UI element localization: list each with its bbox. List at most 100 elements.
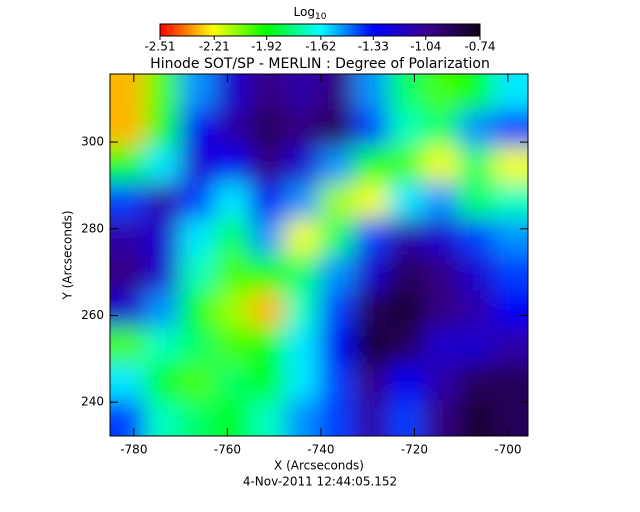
heatmap-cell — [493, 74, 528, 111]
heatmap-cell — [110, 74, 146, 111]
heatmap-cell — [388, 399, 424, 436]
heatmap-cell — [110, 146, 146, 184]
heatmap-cell — [353, 327, 390, 365]
heatmap-cell — [353, 146, 390, 184]
heatmap-cell — [179, 110, 215, 147]
heatmap-cell — [179, 255, 215, 292]
x-axis-label: X (Arcseconds) — [274, 459, 364, 473]
colorbar-tick-label: -1.92 — [251, 40, 282, 54]
x-tick-label: -700 — [494, 443, 521, 457]
heatmap-cell — [319, 399, 355, 436]
heatmap-cell — [423, 146, 459, 184]
heatmap-cell — [353, 218, 390, 256]
heatmap-cell — [388, 146, 424, 184]
heatmap-cell — [179, 146, 215, 184]
heatmap-cell — [214, 363, 250, 401]
heatmap-cell — [423, 327, 459, 365]
heatmap-cell — [249, 218, 285, 256]
colorbar-label: Log10 — [294, 5, 327, 22]
x-tick-label: -760 — [214, 443, 241, 457]
heatmap-cell — [319, 182, 355, 220]
heatmap-cell — [144, 218, 181, 256]
y-tick-label: 300 — [81, 135, 104, 149]
heatmap-cell — [144, 182, 181, 220]
heatmap-cell — [319, 255, 355, 292]
heatmap-cell — [179, 399, 215, 436]
heatmap-cell — [319, 218, 355, 256]
x-tick-label: -720 — [401, 443, 428, 457]
heatmap-cell — [353, 255, 390, 292]
heatmap-cell — [179, 363, 215, 401]
heatmap-cell — [388, 255, 424, 292]
heatmap-cell — [214, 146, 250, 184]
heatmap-cell — [458, 74, 494, 111]
heatmap-cell — [353, 363, 390, 401]
heatmap-cell — [284, 327, 320, 365]
heatmap-cell — [144, 74, 181, 111]
heatmap-cell — [493, 146, 528, 184]
heatmap-cell — [249, 399, 285, 436]
heatmap-cell — [214, 74, 250, 111]
y-axis-label: Y (Arcseconds) — [61, 210, 75, 300]
heatmap-cell — [493, 218, 528, 256]
plot-frame — [109, 73, 529, 437]
heatmap-cell — [353, 182, 390, 220]
heatmap-cell — [319, 146, 355, 184]
heatmap-cell — [423, 399, 459, 436]
heatmap-cell — [179, 327, 215, 365]
heatmap-cell — [284, 182, 320, 220]
heatmap-cell — [388, 74, 424, 111]
heatmap-cell — [319, 291, 355, 328]
heatmap-cell — [493, 110, 528, 147]
heatmap-cell — [388, 110, 424, 147]
heatmap-cell — [458, 182, 494, 220]
heatmap-cell — [458, 291, 494, 328]
heatmap-cell — [353, 291, 390, 328]
heatmap-cell — [458, 146, 494, 184]
heatmap-cell — [110, 255, 146, 292]
heatmap-cell — [458, 363, 494, 401]
heatmap-cell — [319, 74, 355, 111]
heatmap-cell — [144, 110, 181, 147]
heatmap-cell — [179, 291, 215, 328]
colorbar-label-text: Log — [294, 5, 315, 19]
heatmap-cell — [110, 363, 146, 401]
footer: 4-Nov-2011 12:44:05.152 — [243, 475, 397, 489]
colorbar-label-sub: 10 — [315, 12, 327, 22]
heatmap-cell — [214, 291, 250, 328]
heatmap-cell — [458, 327, 494, 365]
y-tick-label: 280 — [81, 221, 104, 235]
colorbar-tick-label: -0.74 — [464, 40, 495, 54]
heatmap-cell — [110, 218, 146, 256]
heatmap-cell — [110, 291, 146, 328]
heatmap-cell — [214, 255, 250, 292]
heatmap-cell — [493, 291, 528, 328]
colorbar-tick-label: -1.33 — [358, 40, 389, 54]
heatmap-cell — [110, 327, 146, 365]
heatmap-cell — [284, 218, 320, 256]
heatmap-cell — [249, 291, 285, 328]
heatmap-cell — [110, 399, 146, 436]
heatmap-cell — [458, 110, 494, 147]
heatmap-cell — [284, 110, 320, 147]
heatmap-cell — [353, 74, 390, 111]
heatmap-cell — [493, 255, 528, 292]
heatmap-cell — [284, 146, 320, 184]
heatmap-cell — [319, 363, 355, 401]
heatmap-cell — [493, 327, 528, 365]
heatmap-cell — [388, 327, 424, 365]
heatmap-cell — [493, 363, 528, 401]
heatmap-cell — [493, 399, 528, 436]
heatmap-cell — [423, 218, 459, 256]
x-tick-label: -740 — [307, 443, 334, 457]
heatmap-cell — [144, 146, 181, 184]
heatmap-cell — [249, 146, 285, 184]
heatmap-cell — [388, 218, 424, 256]
heatmap-cell — [249, 255, 285, 292]
chart-title: Hinode SOT/SP - MERLIN : Degree of Polar… — [150, 56, 490, 72]
heatmap — [110, 74, 528, 436]
heatmap-cell — [179, 74, 215, 111]
heatmap-cell — [388, 291, 424, 328]
heatmap-cell — [214, 399, 250, 436]
